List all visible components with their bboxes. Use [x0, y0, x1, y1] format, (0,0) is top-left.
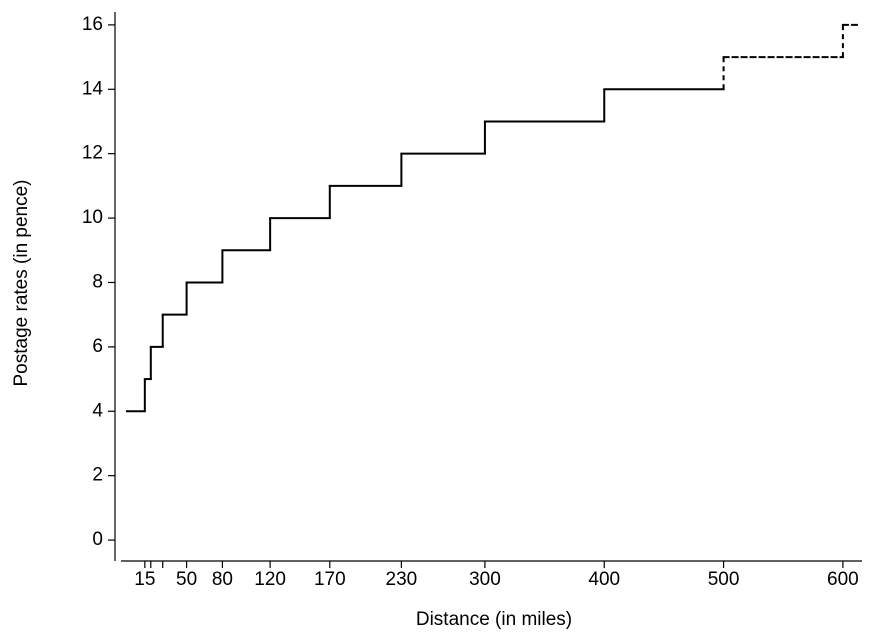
x-tick-label: 600: [827, 569, 859, 590]
x-tick-label: 170: [314, 569, 346, 590]
x-tick-label: 300: [469, 569, 501, 590]
y-tick-label: 6: [92, 336, 103, 357]
y-tick-label: 16: [82, 14, 103, 35]
y-tick-label: 0: [92, 529, 103, 550]
x-axis-title: Distance (in miles): [416, 609, 572, 630]
y-tick-label: 12: [82, 143, 103, 164]
x-tick-label: 230: [386, 569, 418, 590]
y-tick-label: 14: [82, 78, 104, 99]
x-tick-label: 120: [254, 569, 286, 590]
x-tick-label: 500: [708, 569, 740, 590]
y-axis-title: Postage rates (in pence): [11, 179, 32, 386]
y-tick-label: 2: [92, 465, 103, 486]
x-tick-label: 50: [176, 569, 197, 590]
y-tick-label: 8: [92, 271, 103, 292]
x-tick-label: 15: [134, 569, 155, 590]
y-tick-label: 4: [92, 400, 103, 421]
x-tick-label: 80: [212, 569, 233, 590]
y-tick-label: 10: [82, 207, 103, 228]
x-tick-label: 400: [588, 569, 620, 590]
